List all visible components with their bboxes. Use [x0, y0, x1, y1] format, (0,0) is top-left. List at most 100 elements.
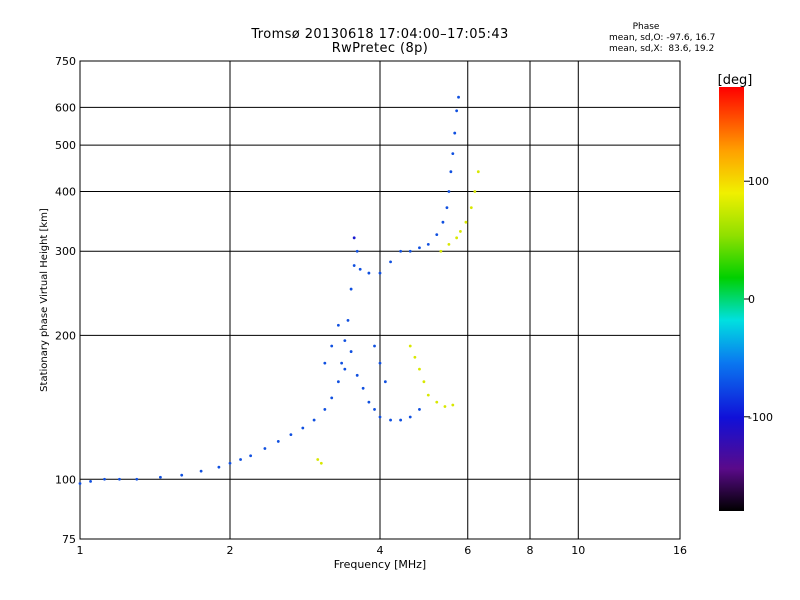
data-point: [408, 415, 412, 419]
colorbar-ticks: 100 0 -100: [744, 175, 773, 424]
data-point: [389, 418, 392, 422]
x-axis-label: Frequency [MHz]: [334, 558, 426, 571]
data-point: [413, 355, 417, 359]
data-point: [367, 271, 371, 275]
data-point: [459, 230, 462, 233]
data-point: [180, 473, 184, 477]
data-point: [249, 454, 253, 458]
data-point: [352, 236, 356, 240]
data-point: [199, 469, 203, 473]
data-point: [435, 400, 439, 404]
data-point: [426, 393, 430, 397]
x-tick-label: 1: [77, 544, 84, 557]
data-point: [301, 426, 305, 430]
data-point: [441, 220, 445, 224]
data-point: [367, 400, 371, 404]
data-point: [330, 396, 334, 400]
data-point: [361, 386, 365, 390]
data-point: [447, 243, 451, 246]
data-point: [373, 408, 376, 411]
data-point: [449, 170, 453, 174]
data-point: [418, 408, 421, 411]
data-point: [435, 233, 439, 236]
data-point: [389, 260, 392, 264]
data-point: [457, 95, 460, 99]
data-point: [453, 131, 457, 135]
data-point: [263, 447, 267, 450]
chart-subtitle: RwPretec (8p): [331, 41, 429, 56]
data-point: [408, 344, 412, 348]
data-point: [343, 339, 347, 343]
data-point: [319, 461, 323, 465]
data-point: [408, 249, 412, 253]
x-tick-label: 10: [571, 544, 585, 557]
y-tick-label: 400: [55, 185, 76, 198]
data-point: [346, 318, 350, 322]
data-point: [399, 418, 403, 422]
data-point: [418, 367, 421, 371]
data-point: [378, 415, 382, 419]
data-point: [439, 249, 443, 253]
data-point: [330, 344, 334, 348]
data-point: [135, 477, 139, 481]
data-point: [455, 236, 459, 240]
data-point: [316, 458, 320, 461]
data-point: [399, 249, 403, 253]
x-tick-label: 2: [227, 544, 234, 557]
grid-lines: [80, 61, 680, 539]
phase-stats-o: mean, sd,O: -97.6, 16.7: [609, 33, 716, 43]
colorbar-label: [deg]: [718, 73, 753, 88]
data-point: [323, 408, 327, 411]
data-point: [355, 373, 359, 377]
data-point: [464, 220, 468, 224]
data-point: [455, 109, 459, 113]
chart-title: Tromsø 20130618 17:04:00–17:05:43: [251, 27, 509, 42]
x-tick-label: 16: [673, 544, 687, 557]
data-point: [336, 323, 340, 327]
phase-stats-title: Phase: [632, 22, 660, 32]
data-point: [355, 249, 359, 253]
y-tick-label: 750: [55, 55, 76, 68]
data-point: [445, 206, 449, 210]
data-point: [343, 367, 347, 371]
data-point: [469, 206, 473, 210]
x-tick-label: 8: [527, 544, 534, 557]
data-point: [323, 361, 327, 365]
x-tick-label: 6: [464, 544, 471, 557]
data-point: [159, 475, 162, 479]
phase-stats-x: mean, sd,X: 83.6, 19.2: [609, 44, 715, 54]
data-point: [89, 479, 92, 483]
data-point: [476, 170, 480, 174]
data-point: [418, 246, 421, 250]
data-point: [473, 190, 477, 193]
data-point: [340, 361, 344, 365]
data-point: [276, 440, 280, 443]
data-point: [349, 350, 353, 353]
data-point: [217, 465, 221, 469]
data-point: [378, 361, 382, 365]
y-tick-label: 100: [55, 473, 76, 486]
data-point: [451, 152, 455, 156]
y-tick-label: 75: [62, 533, 76, 546]
data-point: [239, 458, 242, 461]
data-point: [383, 380, 387, 384]
y-tick-label: 600: [55, 101, 76, 114]
data-point: [336, 380, 340, 384]
data-point: [312, 418, 316, 422]
data-point: [426, 243, 430, 246]
data-point: [289, 433, 293, 437]
y-tick-label: 300: [55, 245, 76, 258]
data-point: [103, 477, 106, 481]
colorbar-tick-label: -100: [748, 411, 773, 424]
data-point: [447, 190, 451, 193]
data-point: [118, 477, 121, 481]
data-point: [422, 380, 426, 384]
y-tick-label: 200: [55, 329, 76, 342]
colorbar-tick-label: 100: [748, 175, 769, 188]
y-tick-label: 500: [55, 139, 76, 152]
axis-ticks: 1 2 4 6 8 10 16 75 100 200 300 400 500 600 750: [55, 55, 687, 557]
data-point: [352, 264, 356, 267]
y-axis-label: Stationary phase Virtual Height [km]: [39, 208, 50, 392]
data-point: [358, 267, 362, 271]
